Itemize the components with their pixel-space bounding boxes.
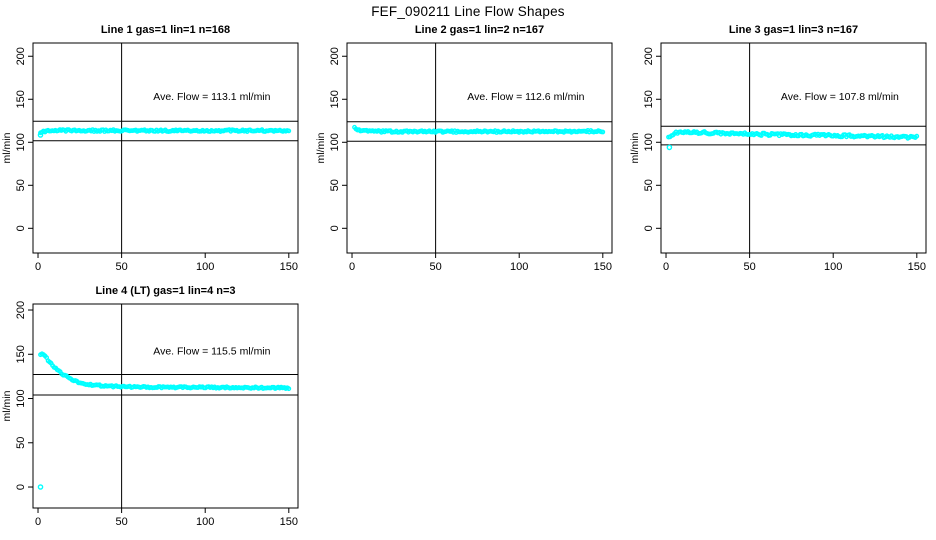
panel-0: 0 50 100 150 200 0 50 100 150 ml/min Ave. Flow = 1… — [1, 42, 299, 273]
y-tick-label: 200 — [15, 301, 27, 319]
panel-0-points — [37, 127, 292, 138]
panel-2: 0 50 100 150 200 0 50 100 150 ml/min Ave. Flow = 1… — [629, 42, 927, 273]
x-tick-label: 50 — [115, 516, 127, 528]
y-tick-label: 150 — [329, 90, 341, 108]
x-tick-label: 0 — [349, 261, 355, 273]
y-tick-label: 200 — [15, 47, 27, 65]
x-tick-label: 150 — [280, 261, 298, 273]
x-tick-label: 100 — [824, 261, 842, 273]
panel-3-points — [37, 351, 292, 490]
y-tick-label: 50 — [15, 437, 27, 449]
y-tick-label: 200 — [329, 47, 341, 65]
plot-box — [660, 42, 927, 254]
ave-flow-annotation: Ave. Flow = 115.5 ml/min — [153, 346, 270, 358]
y-tick-label: 100 — [15, 389, 27, 407]
x-tick-label: 100 — [196, 261, 214, 273]
panel-title-line4: Line 4 (LT) gas=1 lin=4 n=3 — [95, 285, 236, 297]
x-tick-label: 50 — [743, 261, 755, 273]
figure-title: FEF_090211 Line Flow Shapes — [371, 4, 565, 19]
y-tick-label: 0 — [15, 484, 27, 490]
y-tick-label: 50 — [643, 179, 655, 191]
x-tick-label: 0 — [35, 516, 41, 528]
panel-title-line3: Line 3 gas=1 lin=3 n=167 — [728, 24, 859, 36]
panel-title-line1: Line 1 gas=1 lin=1 n=168 — [100, 24, 231, 36]
panel-1-points — [352, 124, 606, 135]
y-tick-label: 0 — [15, 225, 27, 231]
x-tick-label: 0 — [663, 261, 669, 273]
panel-title-line2: Line 2 gas=1 lin=2 n=167 — [414, 24, 545, 36]
y-tick-label: 100 — [329, 133, 341, 151]
panel-3: 0 50 100 150 200 0 50 100 150 ml/min Ave. Flow = 1… — [1, 301, 299, 528]
x-tick-label: 100 — [196, 516, 214, 528]
y-axis-label: ml/min — [629, 132, 641, 163]
ave-flow-annotation: Ave. Flow = 112.6 ml/min — [467, 91, 584, 103]
x-tick-label: 100 — [510, 261, 528, 273]
outlier-point — [37, 484, 44, 490]
plot-box — [32, 42, 299, 254]
x-tick-label: 150 — [908, 261, 926, 273]
y-axis-label: ml/min — [1, 390, 13, 421]
plot-box — [32, 303, 299, 509]
panel-1: 0 50 100 150 200 0 50 100 150 ml/min Ave. Flow = 1… — [315, 42, 613, 273]
x-tick-label: 0 — [35, 261, 41, 273]
y-axis-label: ml/min — [315, 132, 327, 163]
outlier-point — [37, 132, 44, 138]
ave-flow-annotation: Ave. Flow = 107.8 ml/min — [781, 91, 899, 103]
x-tick-label: 50 — [429, 261, 441, 273]
x-tick-label: 150 — [280, 516, 298, 528]
y-tick-label: 150 — [15, 345, 27, 363]
y-tick-label: 150 — [643, 90, 655, 108]
y-tick-label: 150 — [15, 90, 27, 108]
y-tick-label: 0 — [643, 225, 655, 231]
outlier-point — [666, 144, 673, 151]
y-tick-label: 200 — [643, 47, 655, 65]
y-tick-label: 100 — [643, 133, 655, 151]
panel-2-points — [666, 129, 920, 151]
plot-box — [346, 42, 613, 254]
y-tick-label: 50 — [15, 179, 27, 191]
x-tick-label: 150 — [594, 261, 612, 273]
y-tick-label: 0 — [329, 225, 341, 231]
x-tick-label: 50 — [115, 261, 127, 273]
y-axis-label: ml/min — [1, 132, 13, 163]
y-tick-label: 50 — [329, 179, 341, 191]
ave-flow-annotation: Ave. Flow = 113.1 ml/min — [153, 91, 270, 103]
y-tick-label: 100 — [15, 133, 27, 151]
